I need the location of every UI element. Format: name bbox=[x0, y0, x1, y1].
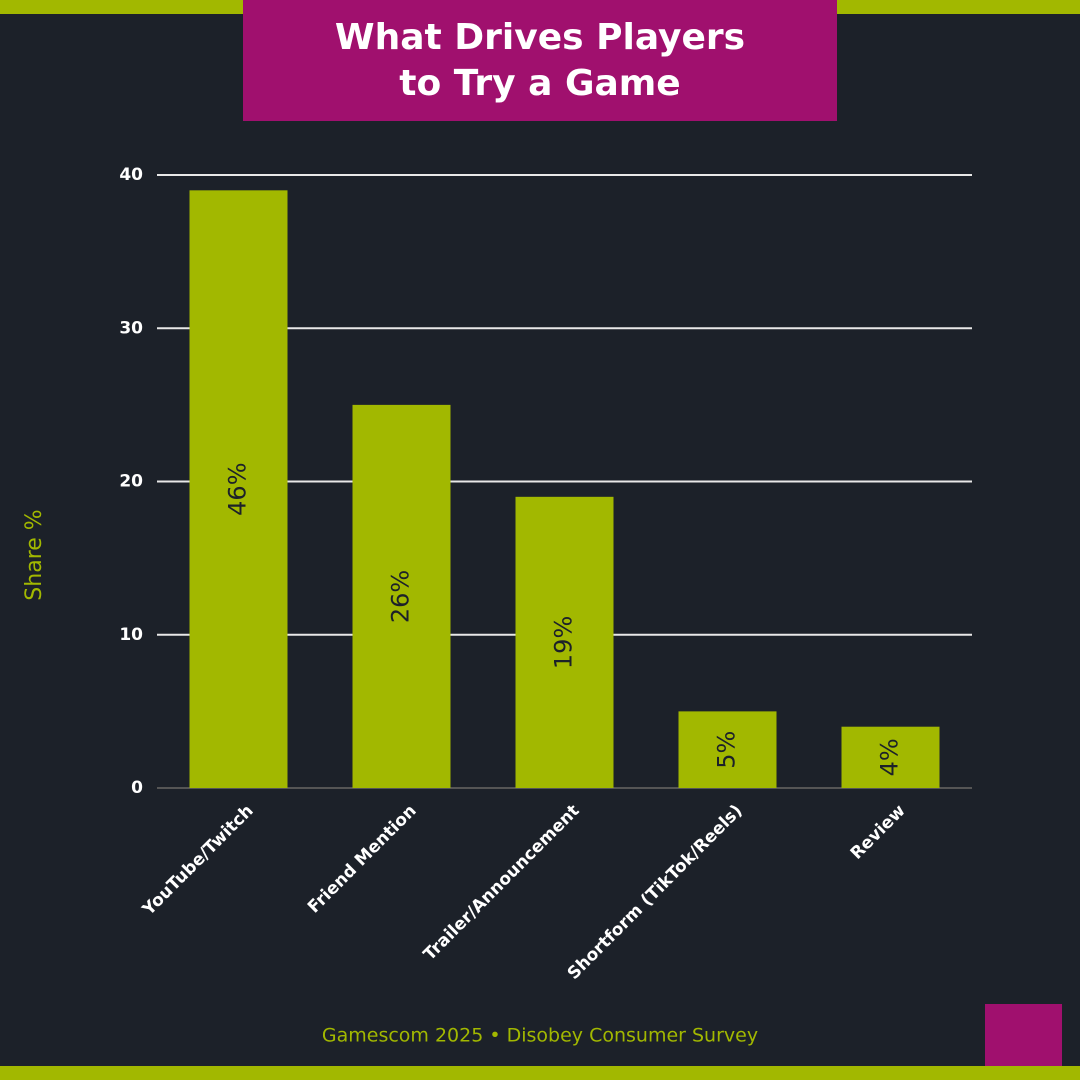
bar bbox=[678, 711, 777, 788]
y-tick-label: 0 bbox=[131, 778, 143, 798]
bar-annotation: 4% bbox=[876, 738, 904, 776]
bar-annotation: 19% bbox=[550, 616, 578, 669]
accent-strip bbox=[0, 1066, 1080, 1080]
bar-annotation: 26% bbox=[387, 570, 415, 623]
chart-title: What Drives Players to Try a Game bbox=[334, 16, 746, 104]
bar bbox=[189, 190, 288, 788]
x-tick-label: Shortform (TikTok/Reels) bbox=[564, 801, 747, 984]
y-tick-label: 30 bbox=[119, 318, 143, 338]
bar bbox=[352, 404, 451, 788]
bar-annotation: 5% bbox=[713, 731, 741, 769]
bar bbox=[515, 496, 614, 788]
y-tick-label: 40 bbox=[119, 165, 143, 185]
accent-strip bbox=[837, 0, 1080, 14]
bar-annotation: 46% bbox=[224, 462, 252, 515]
title-box: What Drives Players to Try a Game bbox=[243, 0, 837, 121]
accent-strip bbox=[0, 0, 243, 14]
y-tick-label: 10 bbox=[119, 625, 143, 645]
y-tick-label: 20 bbox=[119, 472, 143, 492]
x-tick-label: Friend Mention bbox=[304, 801, 420, 917]
source: Gamescom 2025 • Disobey Consumer Survey bbox=[322, 1025, 758, 1047]
logo bbox=[985, 1004, 1062, 1066]
y-axis-label: Share % bbox=[22, 509, 47, 600]
x-tick-label: Review bbox=[847, 801, 910, 864]
bar bbox=[841, 726, 940, 788]
x-tick-label: Trailer/Announcement bbox=[420, 801, 584, 965]
x-tick-label: YouTube/Twitch bbox=[138, 801, 257, 920]
